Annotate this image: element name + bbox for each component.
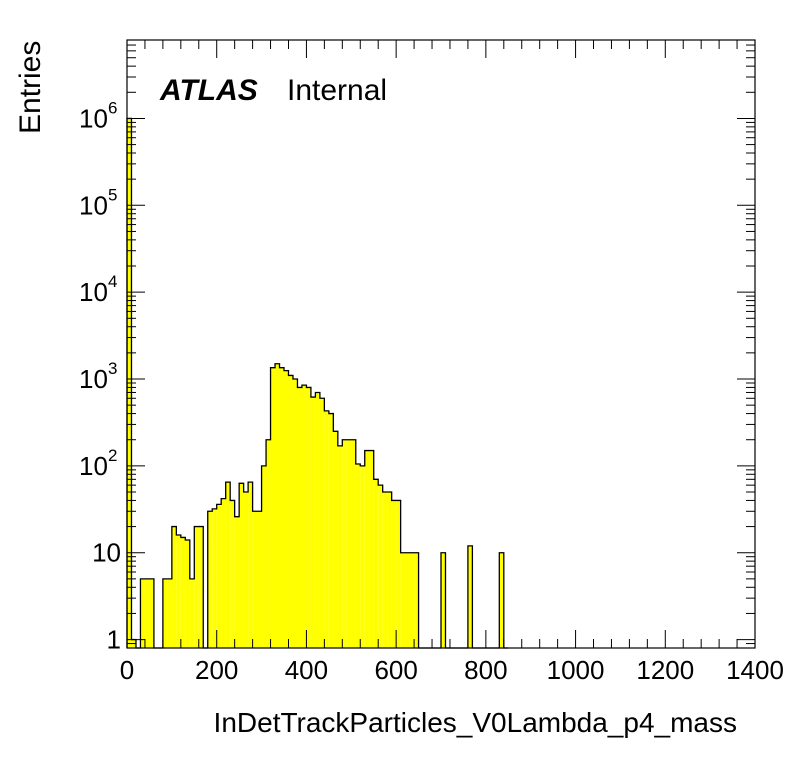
histogram-bar: [149, 578, 154, 648]
histogram-bar: [337, 445, 343, 648]
histogram-bar: [441, 552, 446, 648]
histogram-bar: [499, 552, 504, 648]
y-tick-label: 10: [79, 364, 108, 394]
y-axis-label: Entries: [14, 41, 47, 134]
histogram-bar: [216, 504, 222, 648]
histogram-bar: [306, 387, 311, 648]
atlas-label: ATLAS: [159, 74, 258, 107]
histogram-bar: [324, 410, 329, 648]
histogram-bar: [315, 392, 320, 648]
histogram-bar: [266, 439, 271, 648]
histogram-bar: [207, 511, 213, 648]
x-tick-label: 200: [195, 655, 238, 685]
histogram-bar: [140, 578, 145, 648]
histogram-bar: [275, 363, 280, 648]
histogram-bar: [342, 439, 347, 648]
x-tick-label: 1000: [547, 655, 605, 685]
histogram-bar: [333, 431, 338, 648]
histogram-bar: [144, 578, 150, 648]
histogram-bar: [405, 552, 410, 648]
y-tick-exponent: 3: [108, 359, 117, 378]
histogram-bar: [243, 492, 249, 648]
y-tick-exponent: 4: [108, 272, 117, 291]
histogram-bar: [257, 511, 262, 648]
histogram-bar: [185, 540, 190, 648]
histogram-bar: [284, 370, 289, 648]
histogram-bar: [396, 500, 401, 648]
histogram-bar: [225, 482, 231, 648]
x-tick-label: 1200: [636, 655, 694, 685]
histogram-bar: [248, 482, 253, 648]
histogram-bar: [409, 552, 415, 648]
histogram-bar: [301, 385, 307, 648]
y-tick-exponent: 2: [108, 446, 117, 465]
histogram-bar: [310, 397, 316, 648]
histogram-bar: [369, 450, 374, 648]
histogram-bar: [198, 526, 204, 648]
histogram-bar: [212, 508, 217, 648]
histogram-bar: [176, 534, 181, 648]
internal-label: Internal: [287, 74, 387, 107]
y-tick-exponent: 5: [108, 185, 117, 204]
histogram-bar: [239, 483, 244, 648]
x-tick-label: 0: [120, 655, 134, 685]
histogram-bar: [252, 511, 258, 648]
y-tick-label: 10: [79, 277, 108, 307]
histogram-bar: [400, 552, 406, 648]
histogram-bar: [189, 578, 195, 648]
histogram-bar: [230, 500, 235, 648]
histogram-bar: [279, 367, 284, 648]
x-tick-label: 400: [285, 655, 328, 685]
histogram-bar: [467, 545, 473, 648]
histogram-bar: [270, 367, 276, 648]
plot-frame: [126, 39, 756, 649]
y-tick-exponent: 6: [108, 98, 117, 117]
y-tick-label: 10: [79, 103, 108, 133]
histogram-bar: [373, 479, 379, 648]
histogram-bar: [351, 439, 356, 648]
histogram-bar: [221, 498, 226, 648]
histogram-bar: [382, 492, 388, 648]
histogram-bar: [355, 464, 361, 648]
histogram-bar: [288, 375, 293, 648]
histogram-bar: [414, 552, 419, 648]
histogram-bar: [387, 492, 392, 648]
y-tick-label: 10: [92, 538, 121, 568]
histogram-bar: [234, 516, 240, 648]
histogram-bar: [261, 465, 267, 648]
histogram-bar: [171, 526, 177, 648]
histogram-bar: [194, 526, 199, 648]
histogram-bar: [180, 537, 186, 648]
x-tick-label: 800: [464, 655, 507, 685]
histogram-bar: [378, 485, 383, 648]
y-tick-label: 10: [79, 451, 108, 481]
histogram-bar: [346, 439, 352, 648]
x-axis-label: InDetTrackParticles_V0Lambda_p4_mass: [214, 707, 737, 738]
histogram-bar: [364, 450, 370, 648]
x-tick-label: 1400: [726, 655, 784, 685]
histogram-bar: [319, 398, 325, 648]
histogram-bar: [391, 500, 397, 648]
histogram-bar: [297, 387, 302, 648]
y-tick-label: 10: [79, 190, 108, 220]
histogram-bar: [167, 578, 172, 648]
y-tick-label: 1: [107, 625, 121, 655]
histogram-bar: [328, 413, 334, 648]
histogram-bar: [292, 379, 298, 648]
x-tick-label: 600: [374, 655, 417, 685]
histogram-bar: [162, 578, 168, 648]
histogram-bar: [360, 465, 365, 648]
